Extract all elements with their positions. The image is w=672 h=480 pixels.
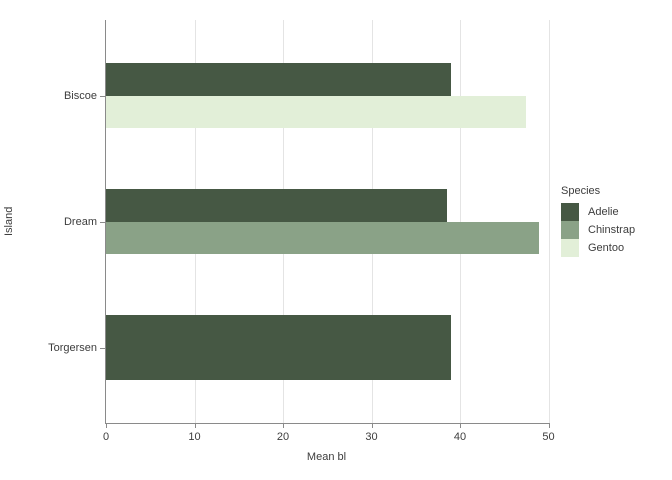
x-tick-mark [106,423,107,428]
legend: Species Adelie Chinstrap Gentoo [561,185,635,257]
legend-title: Species [561,185,601,197]
legend-entries: Adelie Chinstrap Gentoo [561,203,635,257]
x-tick-mark [194,423,196,428]
y-tick-mark [100,95,105,97]
plot-area: 0 10 20 30 40 50 Biscoe Dream Torgersen [48,20,555,443]
legend-swatch-chinstrap [561,221,579,239]
legend-label: Adelie [588,206,619,218]
x-tick-label: 40 [453,431,467,443]
x-tick-mark [460,423,461,428]
bar-dream-chinstrap [106,221,539,254]
x-tick-label: 0 [102,431,110,443]
y-category-label-dream: Dream [63,215,97,228]
x-tick-label: 10 [188,431,201,443]
x-axis-title: Mean bl [306,451,347,463]
y-category-label-biscoe: Biscoe [63,89,97,102]
legend-entry-chinstrap: Chinstrap [561,221,635,239]
bar-biscoe-adelie [106,63,452,96]
legend-label: Chinstrap [588,224,636,236]
x-tick-label: 30 [365,431,378,443]
legend-label: Gentoo [588,242,625,254]
legend-swatch-gentoo [561,239,579,257]
y-tick-mark [100,221,105,223]
y-category-label-torgersen: Torgersen [48,341,97,354]
x-tick-label: 50 [542,431,555,443]
y-tick-mark [100,347,105,349]
bar-dream-adelie [106,189,447,222]
x-tick-label: 20 [276,431,290,443]
legend-entry-adelie: Adelie [561,203,635,221]
bar-biscoe-gentoo [106,95,527,128]
legend-swatch-adelie [561,203,579,221]
x-tick-mark [283,423,284,428]
x-tick-mark [371,423,373,428]
bar-torgersen-adelie [106,315,452,380]
legend-entry-gentoo: Gentoo [561,239,635,257]
x-tick-mark [548,423,550,428]
gridline-x-50 [548,20,550,423]
